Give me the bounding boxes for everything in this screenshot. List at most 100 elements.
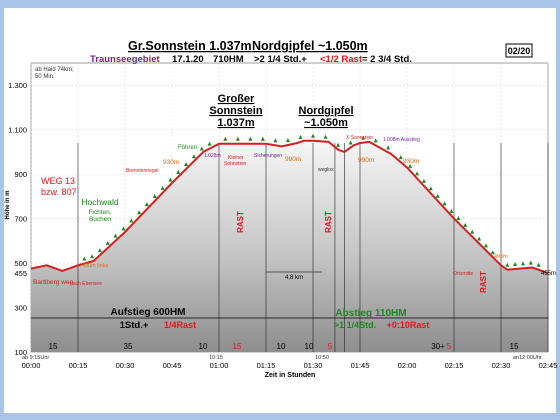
annotation-bartlberg: Bartlberg weg (33, 279, 73, 286)
tree-icon (184, 162, 189, 167)
tree-icon (152, 193, 157, 198)
rast-label-1: RAST (236, 211, 245, 233)
tree-icon (408, 163, 413, 168)
tree-icon (435, 193, 440, 198)
time-mark-1015: 10:15 (209, 355, 223, 361)
tree-icon (168, 177, 173, 182)
annotation-490m-links: 490m links (82, 263, 109, 269)
elevation-line (30, 139, 549, 275)
tree-icon (428, 186, 433, 191)
segment-number: 30+ (431, 342, 445, 351)
tree-icon (137, 210, 142, 215)
route-label-line2: bzw. 807 (41, 187, 77, 197)
time-mark-end: an12:00Uhr (513, 355, 542, 361)
frame-border-bottom (0, 413, 560, 420)
y-tick-label: 900 (14, 170, 27, 179)
x-tick-label: 02:45 (539, 361, 558, 370)
y-tick-label: 100 (14, 348, 27, 357)
title-region: Traunseegebiet (90, 54, 161, 65)
x-axis-ticks: 00:00 00:15 00:30 00:45 01:00 01:15 01:30 01:45… (22, 361, 558, 370)
tree-icon (361, 135, 366, 140)
frame-border-right (556, 0, 560, 420)
tree-icon (477, 236, 482, 241)
tree-icon (260, 136, 265, 141)
tree-icon (160, 185, 165, 190)
y-tick-label: 700 (14, 215, 27, 224)
x-tick-label: 02:30 (492, 361, 511, 370)
annotation-kleiner-line2: Sonnstein (224, 161, 246, 167)
x-tick-label: 01:45 (351, 361, 370, 370)
time-mark-1050: 10:50 (315, 355, 329, 361)
segment-number: 10 (199, 342, 208, 351)
y-axis-label: Höhe in m (5, 190, 11, 219)
annotation-455m: 455m (541, 271, 556, 277)
tree-icon (113, 233, 118, 238)
annotation-sicherungen: Sicherungen (254, 153, 282, 159)
x-tick-label: 00:15 (69, 361, 88, 370)
title-main-a: Gr.Sonnstein 1.037m (128, 39, 252, 53)
frame-border-left (0, 0, 4, 420)
annotation-distance: 4,8 km (285, 275, 303, 281)
segment-number: 10 (277, 342, 286, 351)
segment-number: 5 (447, 342, 452, 351)
tree-icon (235, 136, 240, 141)
tree-icon (456, 215, 461, 220)
elevation-area (31, 140, 548, 352)
y-tick-label: 300 (14, 304, 27, 313)
tree-icon (311, 133, 315, 138)
tree-icon (505, 262, 510, 267)
x-tick-label: 02:00 (398, 361, 417, 370)
tree-icon (386, 145, 391, 150)
abstieg-line2a: >1 1/4Std. (334, 320, 376, 330)
annotation-1008m: 1.008m Ausstieg (383, 137, 420, 143)
tree-icon (121, 226, 126, 231)
annotation-kleiner-line1: Kleiner (228, 155, 244, 161)
tree-icon (415, 171, 420, 176)
segment-durations: 15 35 10 15 10 10 5 30+ 5 15 (49, 342, 519, 351)
tree-icon (449, 208, 454, 213)
title-main-b: Nordgipfel ~1.050m (252, 39, 368, 53)
peak-gross-line3: 1.037m (217, 117, 255, 129)
annotation-1028m: 1.028m (204, 153, 221, 159)
annotation-brenntenriegel: Brenntenriegel (126, 168, 159, 174)
forest-label-line1: Hochwald (81, 197, 119, 207)
peak-gross-line1: Großer (218, 93, 255, 105)
annotation-weglos: weglos (318, 167, 334, 173)
tree-icon (298, 134, 303, 139)
title-date: 17.1.20 (172, 54, 204, 65)
x-tick-label: 01:15 (257, 361, 276, 370)
annotation-930m-right: 930m (403, 158, 419, 165)
tree-icon (442, 201, 447, 206)
tree-icon (513, 262, 518, 267)
tree-icon (90, 254, 95, 259)
title-time-c: = 2 3/4 Std. (362, 54, 412, 65)
tree-icon (490, 250, 495, 255)
segment-dividers (77, 143, 549, 352)
page-badge: 02/20 (508, 46, 531, 56)
rast-label-3: RAST (479, 271, 488, 293)
peak-gross-line2: Sonnstein (209, 105, 262, 117)
x-tick-label: 00:30 (116, 361, 135, 370)
tree-icon (223, 136, 228, 141)
segment-number: 15 (49, 342, 58, 351)
tree-icon (373, 138, 378, 143)
corner-note-line1: ab Haid 74km; (35, 67, 74, 73)
rast-label-2: RAST (324, 211, 333, 233)
time-mark-start: ab 9:15Uhr (22, 355, 49, 361)
tree-icon (285, 138, 290, 143)
title-time-a: >2 1/4 Std.+ (254, 54, 307, 65)
tree-icon (348, 140, 353, 145)
y-tick-label: 455 (14, 269, 27, 278)
x-tick-label: 00:45 (163, 361, 182, 370)
aufstieg-line2a: 1Std.+ (120, 320, 149, 331)
tree-icon (520, 261, 525, 266)
forest-label-line3: Buchen (89, 216, 111, 223)
page-badge-box (505, 43, 533, 58)
annotation-990m-b: 990m (358, 157, 374, 164)
tree-icon (273, 138, 278, 143)
tree-icon (398, 155, 403, 160)
segment-number: 35 (124, 342, 133, 351)
tree-icon (248, 136, 253, 141)
segment-number: 10 (305, 342, 314, 351)
